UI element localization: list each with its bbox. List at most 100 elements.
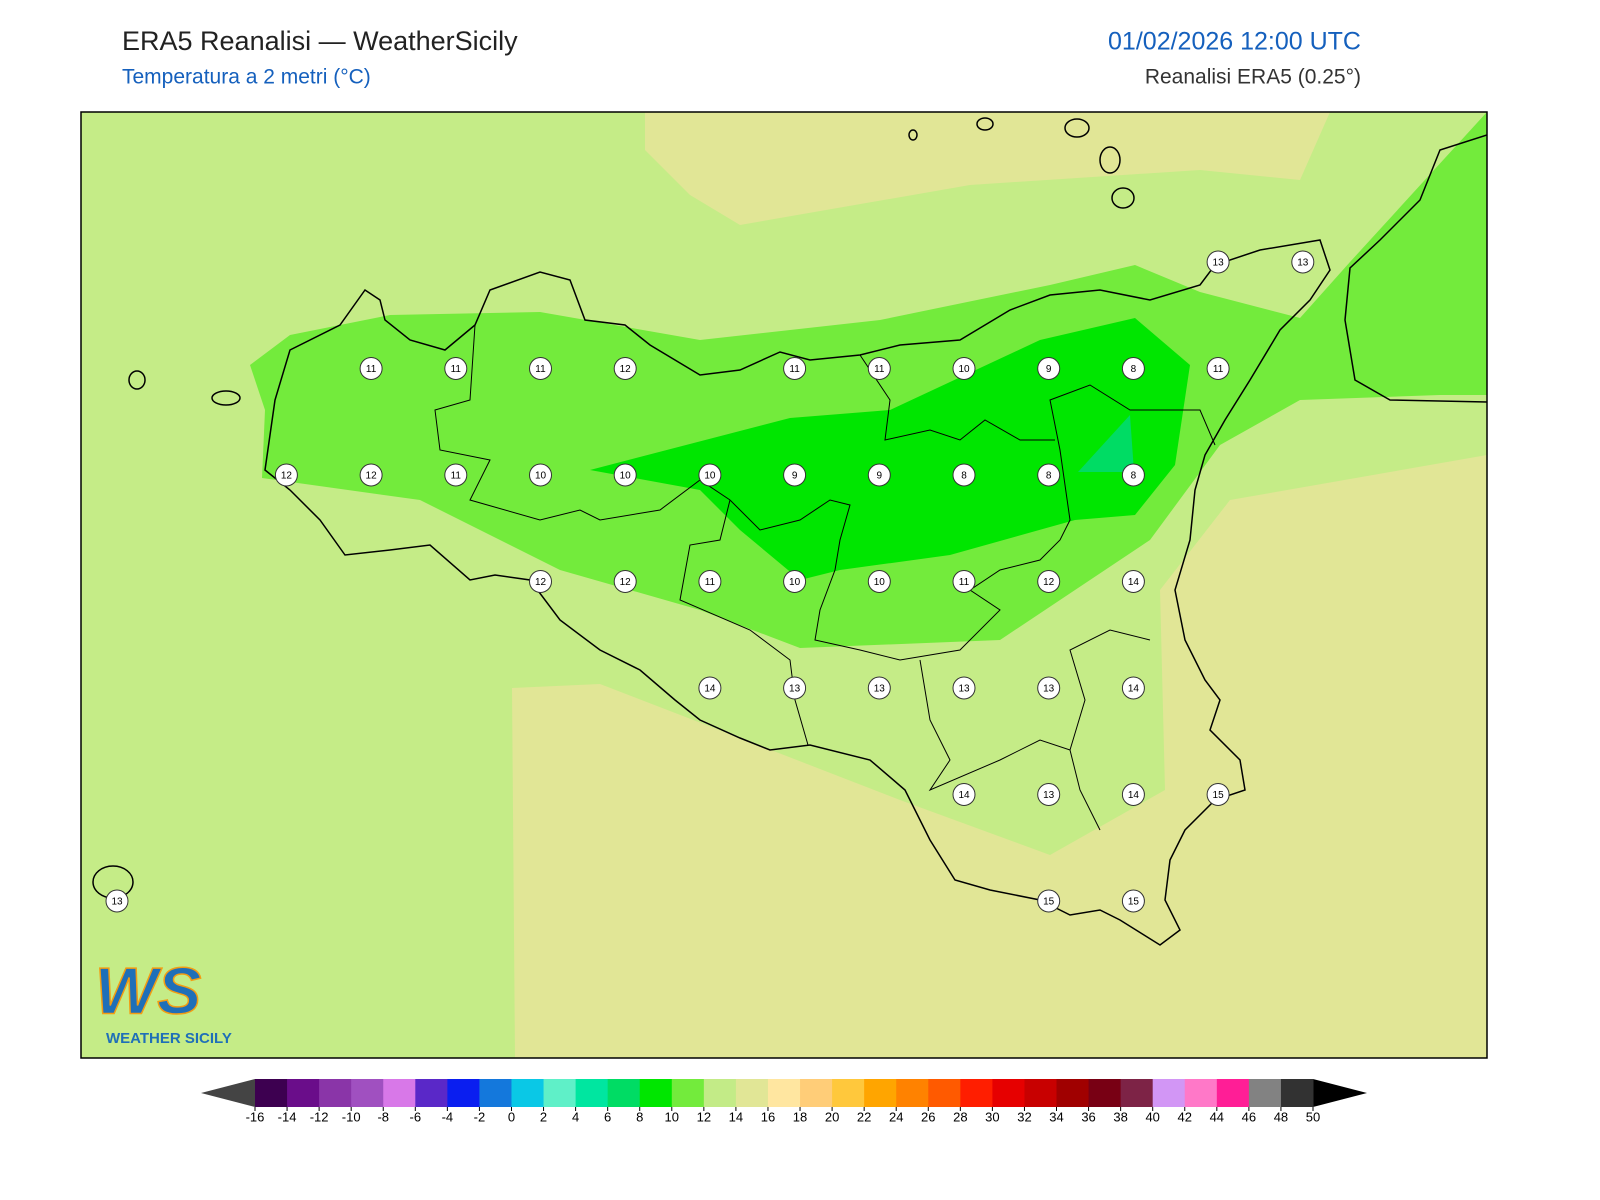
station-marker: [444, 463, 468, 487]
station-marker: [952, 676, 976, 700]
station-marker: [1121, 676, 1145, 700]
station-value: 13: [874, 684, 886, 695]
station-value: 8: [1131, 364, 1137, 375]
station-value: 12: [281, 471, 293, 482]
station-marker: [1206, 250, 1230, 274]
colorbar: -16 -14 -12 -10 -8 -6 -4 -2 0 2 4 6 8 10 12 14 16 18 20 22 2…: [201, 1079, 1367, 1124]
station-marker: [529, 357, 552, 380]
colorbar-bin: [1280, 1079, 1314, 1107]
station-marker: [529, 463, 552, 487]
station-value: 10: [789, 577, 801, 588]
station-marker: [952, 783, 976, 806]
coastline: [264, 239, 1331, 946]
station-marker: [1037, 357, 1061, 380]
station-value: 12: [535, 577, 547, 588]
station-marker: [698, 570, 722, 593]
colorbar-bin: [543, 1079, 577, 1107]
station-value: 10: [704, 471, 716, 482]
colorbar-bin: [1184, 1079, 1218, 1107]
station-marker: [952, 463, 976, 487]
source: Reanalisi ERA5 (0.25°): [1145, 66, 1361, 89]
station-marker: [613, 570, 637, 593]
station-value: 15: [1213, 790, 1225, 801]
station-marker: [783, 676, 807, 700]
colorbar-bin: [703, 1079, 737, 1107]
colorbar-tick-label: 4: [572, 1109, 579, 1124]
station-marker: [1121, 463, 1145, 487]
logo-name: WEATHER SICILY: [106, 1030, 232, 1047]
colorbar-bin: [1088, 1079, 1122, 1107]
station-value: 13: [1043, 684, 1055, 695]
map-frame: [80, 111, 1488, 1059]
colorbar-tick-label: -4: [442, 1109, 454, 1124]
station-marker: [1121, 889, 1145, 913]
island: [1099, 146, 1121, 174]
station-value: 10: [874, 577, 886, 588]
station-marker: [867, 570, 891, 593]
colorbar-bin: [255, 1079, 288, 1107]
colorbar-extend-over: [1313, 1079, 1367, 1107]
colorbar-tick-label: 18: [793, 1109, 807, 1124]
station-marker: [1121, 570, 1145, 593]
station-value: 8: [1131, 471, 1137, 482]
field: [512, 455, 1487, 1058]
station-marker: [274, 463, 298, 487]
colorbar-extend-under: [201, 1079, 255, 1107]
station-marker: [1037, 570, 1061, 593]
station-value: 15: [1128, 897, 1140, 908]
colorbar-bin: [639, 1079, 673, 1107]
colorbar-tick-label: 36: [1081, 1109, 1095, 1124]
station-value: 14: [1128, 790, 1140, 801]
colorbar-bin: [287, 1079, 320, 1107]
station-value: 9: [877, 471, 883, 482]
colorbar-tick-label: -14: [278, 1109, 297, 1124]
station-marker: [444, 357, 468, 380]
colorbar-bin: [735, 1079, 769, 1107]
colorbar-bin: [1120, 1079, 1154, 1107]
station-value: 14: [1128, 684, 1140, 695]
colorbar-bin: [415, 1079, 448, 1107]
station-marker: [952, 570, 976, 593]
subtitle: Temperatura a 2 metri (°C): [122, 66, 371, 89]
colorbar-tick-label: 42: [1178, 1109, 1192, 1124]
colorbar-bin: [1056, 1079, 1090, 1107]
station-marker: [1037, 783, 1061, 806]
colorbar-bin: [607, 1079, 641, 1107]
station-marker: [698, 676, 722, 700]
colorbar-tick-label: 44: [1210, 1109, 1224, 1124]
colorbar-tick-label: 22: [857, 1109, 871, 1124]
station-value: 10: [620, 471, 632, 482]
colorbar-bin: [479, 1079, 512, 1107]
station-marker: [1037, 676, 1061, 700]
colorbar-tick-label: 38: [1113, 1109, 1127, 1124]
colorbar-tick-label: -12: [310, 1109, 329, 1124]
station-marker: [867, 676, 891, 700]
colorbar-tick-label: 46: [1242, 1109, 1256, 1124]
colorbar-bin: [575, 1079, 609, 1107]
station-marker: [529, 570, 552, 593]
station-marker: [359, 463, 383, 487]
colorbar-bin: [447, 1079, 480, 1107]
colorbar-bin: [896, 1079, 929, 1107]
colorbar-bin: [864, 1079, 897, 1107]
station-value: 14: [1128, 577, 1140, 588]
station-value: 12: [620, 577, 632, 588]
station-value: 13: [789, 684, 801, 695]
station-value: 10: [535, 471, 547, 482]
colorbar-tick-label: 0: [508, 1109, 515, 1124]
colorbar-tick-label: 24: [889, 1109, 903, 1124]
station-marker: [783, 463, 807, 487]
station-value: 8: [961, 471, 967, 482]
colorbar-bin: [992, 1079, 1025, 1107]
station-marker: [613, 463, 637, 487]
colorbar-tick-label: 32: [1017, 1109, 1031, 1124]
island: [976, 117, 994, 131]
colorbar-tick-label: -8: [377, 1109, 389, 1124]
colorbar-tick-label: 8: [636, 1109, 643, 1124]
station-value: 11: [959, 577, 970, 588]
province-border: [434, 324, 1216, 661]
colorbar-tick-label: 14: [729, 1109, 743, 1124]
station-marker: [783, 570, 807, 593]
colorbar-bin: [1216, 1079, 1250, 1107]
